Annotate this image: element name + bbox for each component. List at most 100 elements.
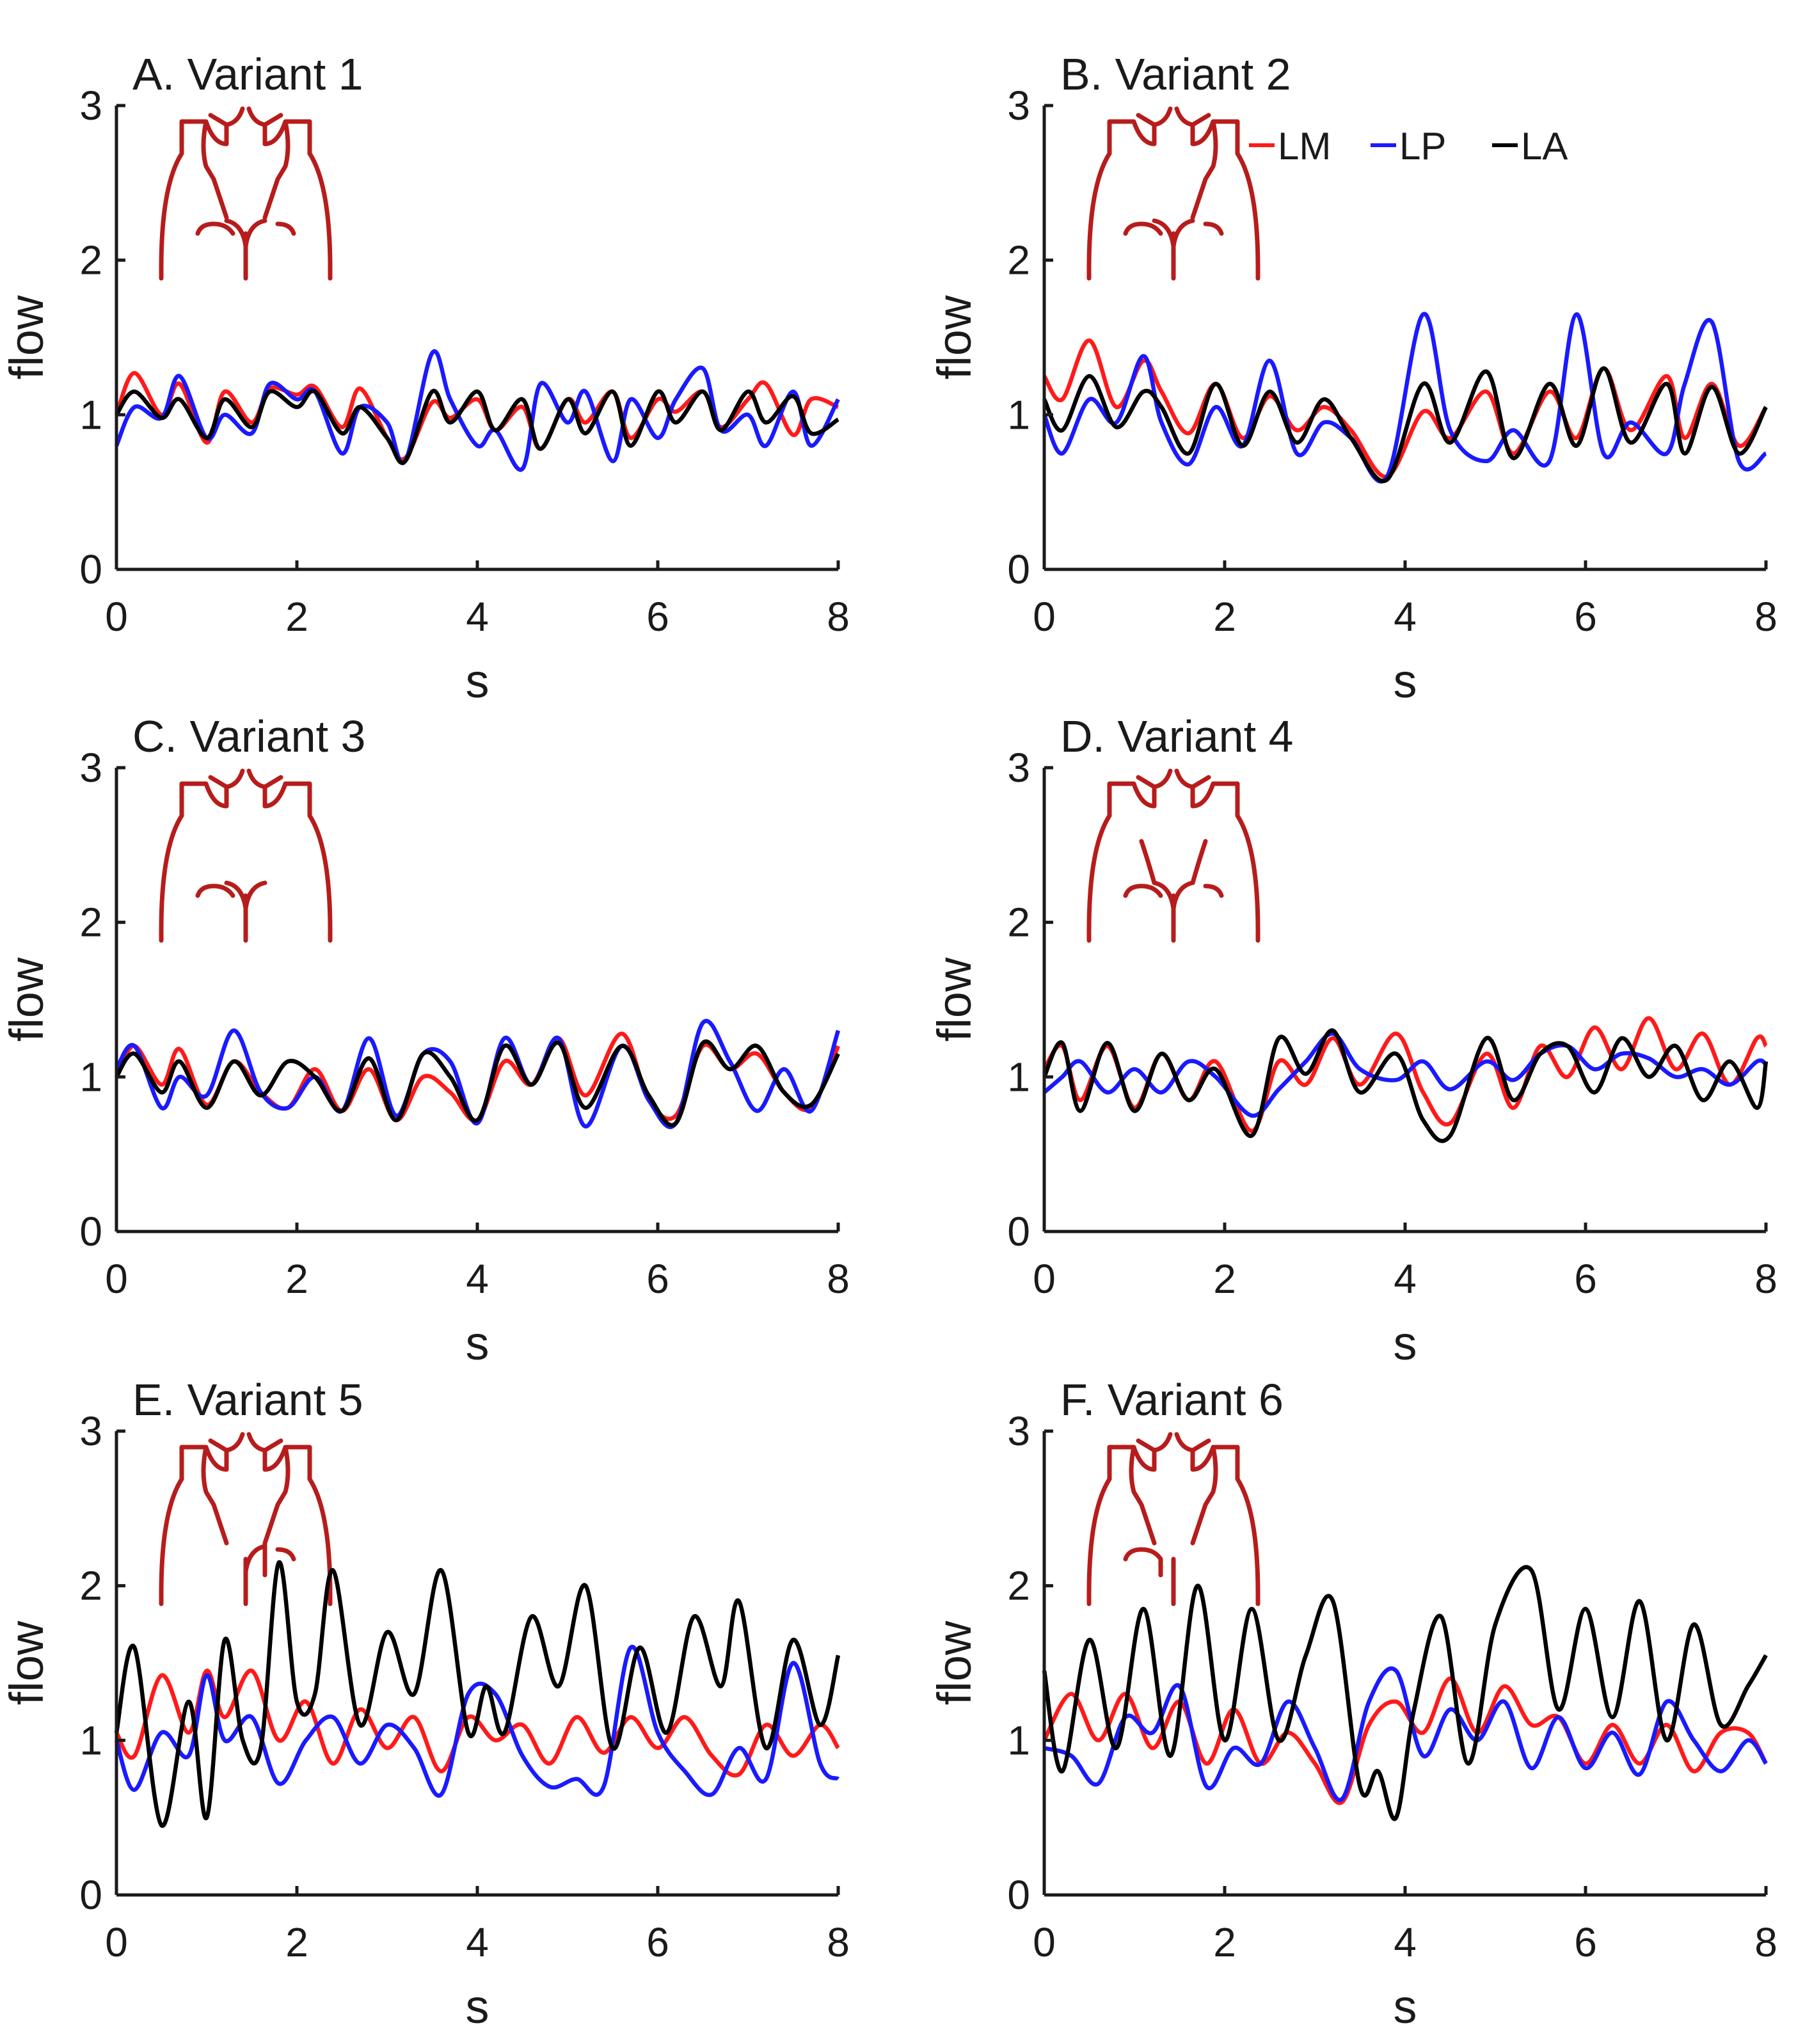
x-tick-label: 6: [646, 594, 669, 640]
x-tick-label: 8: [1754, 1919, 1777, 1965]
y-tick-label: 2: [1007, 899, 1030, 946]
y-tick-label: 2: [79, 1563, 102, 1609]
x-tick-label: 0: [1033, 1256, 1056, 1302]
y-tick-label: 2: [79, 899, 102, 946]
x-tick-label: 4: [466, 594, 489, 640]
panel-title: B. Variant 2: [1060, 49, 1291, 99]
x-tick-label: 0: [1033, 1919, 1056, 1965]
y-tick-label: 0: [1007, 1872, 1030, 1918]
series-line-lp: [115, 1018, 841, 1129]
y-tick-label: 3: [1007, 83, 1030, 129]
x-tick-label: 4: [1394, 1919, 1417, 1965]
y-tick-label: 0: [79, 1208, 102, 1255]
x-axis-label: s: [466, 1980, 489, 2033]
circle-of-willis-variant-2-icon: [1086, 106, 1260, 281]
x-tick-label: 2: [285, 594, 308, 640]
panel-title: D. Variant 4: [1060, 711, 1293, 761]
y-tick-label: 1: [79, 1717, 102, 1763]
x-axis-label: s: [1394, 1317, 1417, 1370]
series-line-lm: [1042, 1676, 1768, 1805]
legend: LM LP LA: [1249, 125, 1568, 168]
circle-of-willis-variant-6-icon: [1086, 1432, 1260, 1606]
y-axis-label: flow: [0, 957, 53, 1042]
y-axis-label: flow: [928, 957, 981, 1042]
circle-of-willis-variant-4-icon: [1086, 768, 1260, 943]
x-axis-label: s: [466, 1317, 489, 1370]
vessel-path: [1086, 1432, 1260, 1606]
x-tick-label: 8: [1754, 1256, 1777, 1302]
circle-of-willis-variant-3-icon: [159, 768, 333, 943]
legend-label-lm: LM: [1278, 125, 1331, 168]
series-line-la: [115, 388, 839, 465]
circle-of-willis-variant-5-icon: [159, 1432, 333, 1606]
x-tick-label: 6: [646, 1919, 669, 1965]
y-tick-label: 3: [79, 1408, 102, 1454]
series-line-la: [1042, 1565, 1768, 1821]
y-tick-label: 0: [79, 546, 102, 592]
x-tick-label: 2: [285, 1919, 308, 1965]
x-axis-label: s: [1394, 1980, 1417, 2033]
y-axis-label: flow: [0, 1620, 53, 1705]
x-tick-label: 6: [1574, 1256, 1597, 1302]
x-tick-label: 4: [1394, 594, 1417, 640]
panel-d: 0 1 2 3 0 2 4 6 8 s flow D. Variant 4: [928, 711, 1777, 1370]
y-tick-label: 0: [1007, 546, 1030, 592]
panel-title: A. Variant 1: [132, 49, 363, 99]
y-tick-label: 2: [1007, 237, 1030, 283]
series-line-la: [114, 1560, 841, 1828]
x-tick-label: 0: [105, 1919, 128, 1965]
legend-label-la: LA: [1521, 125, 1568, 168]
y-axis-label: flow: [928, 1620, 981, 1705]
x-tick-label: 0: [105, 594, 128, 640]
vessel-path: [1086, 106, 1260, 281]
y-tick-label: 1: [1007, 392, 1030, 438]
y-tick-label: 0: [79, 1872, 102, 1918]
x-tick-label: 6: [1574, 594, 1597, 640]
y-tick-label: 3: [1007, 745, 1030, 791]
x-tick-label: 2: [1213, 594, 1236, 640]
y-tick-label: 3: [79, 83, 102, 129]
x-tick-label: 6: [646, 1256, 669, 1302]
panel-title: F. Variant 6: [1060, 1375, 1284, 1425]
panel-b: 0 1 2 3 0 2 4 6 8 s flow B. Variant 2: [928, 49, 1777, 708]
x-tick-label: 2: [1213, 1256, 1236, 1302]
x-tick-label: 8: [827, 594, 850, 640]
series-line-lm: [1042, 338, 1768, 479]
vessel-path: [159, 768, 333, 943]
y-tick-label: 1: [79, 1054, 102, 1100]
y-tick-label: 2: [1007, 1563, 1030, 1609]
panel-f: 0 1 2 3 0 2 4 6 8 s flow F. Variant 6: [928, 1375, 1777, 2033]
panel-title: C. Variant 3: [132, 711, 365, 761]
x-tick-label: 8: [827, 1256, 850, 1302]
panel-title: E. Variant 5: [132, 1375, 363, 1425]
series-line-la: [115, 1039, 840, 1127]
y-tick-label: 0: [1007, 1208, 1030, 1255]
legend-label-lp: LP: [1399, 125, 1446, 168]
x-tick-label: 4: [1394, 1256, 1417, 1302]
series-line-lp: [1042, 312, 1767, 484]
series-line-lp: [115, 349, 840, 472]
series-line-lp: [1044, 1666, 1768, 1802]
y-tick-label: 1: [1007, 1717, 1030, 1763]
x-tick-label: 8: [1754, 594, 1777, 640]
y-axis-label: flow: [0, 295, 53, 379]
x-tick-label: 2: [285, 1256, 308, 1302]
x-axis-label: s: [1394, 654, 1417, 708]
series-line-la: [1042, 366, 1768, 484]
panel-c: 0 1 2 3 0 2 4 6 8 s flow C. Variant 3: [0, 711, 850, 1370]
x-tick-label: 2: [1213, 1919, 1236, 1965]
y-axis-label: flow: [928, 295, 981, 379]
x-axis-label: s: [466, 654, 489, 708]
y-tick-label: 1: [1007, 1054, 1030, 1100]
series-line-la: [1042, 1028, 1769, 1143]
x-tick-label: 4: [466, 1919, 489, 1965]
x-tick-label: 0: [1033, 594, 1056, 640]
y-tick-label: 1: [79, 392, 102, 438]
circle-of-willis-complete-icon: [159, 106, 333, 281]
panel-e: 0 1 2 3 0 2 4 6 8 s flow E. Variant 5: [0, 1375, 850, 2033]
vessel-path: [159, 106, 333, 281]
vessel-path: [1086, 768, 1260, 943]
x-tick-label: 4: [466, 1256, 489, 1302]
x-tick-label: 6: [1574, 1919, 1597, 1965]
